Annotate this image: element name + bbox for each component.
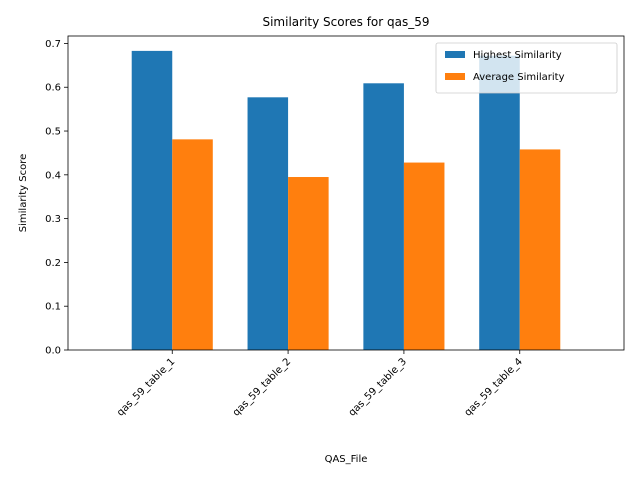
- y-tick-label: 0.2: [45, 258, 61, 269]
- bar-average-4: [519, 149, 561, 350]
- x-axis-title: QAS_File: [325, 454, 368, 465]
- y-tick-label: 0.3: [45, 214, 61, 225]
- y-tick-label: 0.7: [45, 39, 61, 50]
- bar-highest-2: [247, 97, 289, 350]
- bar-highest-1: [131, 50, 173, 350]
- y-tick-label: 0.5: [45, 127, 61, 138]
- legend: Highest Similarity Average Similarity: [435, 42, 618, 94]
- y-axis-title: Similarity Score: [18, 154, 29, 232]
- y-tick-label: 0.1: [45, 302, 61, 313]
- plot-frame: [67, 35, 625, 351]
- legend-label-highest: Highest Similarity: [473, 50, 562, 61]
- y-tick-label: 0.6: [45, 83, 61, 94]
- bar-average-2: [288, 177, 329, 350]
- bar-average-3: [403, 162, 445, 350]
- bar-highest-3: [363, 83, 404, 351]
- bar-average-1: [172, 139, 213, 350]
- legend-swatch-highest: [445, 51, 465, 58]
- legend-swatch-average: [445, 73, 465, 80]
- chart-title: Similarity Scores for qas_59: [262, 15, 429, 29]
- legend-box: [435, 42, 618, 94]
- y-tick-label: 0.0: [45, 346, 61, 357]
- legend-label-average: Average Similarity: [473, 72, 565, 83]
- y-axis: 0.0 0.1 0.2 0.3 0.4 0.5 0.6 0.7: [45, 39, 68, 357]
- bars-group: [131, 50, 561, 351]
- bar-highest-4: [479, 55, 520, 350]
- y-tick-label: 0.4: [45, 170, 61, 181]
